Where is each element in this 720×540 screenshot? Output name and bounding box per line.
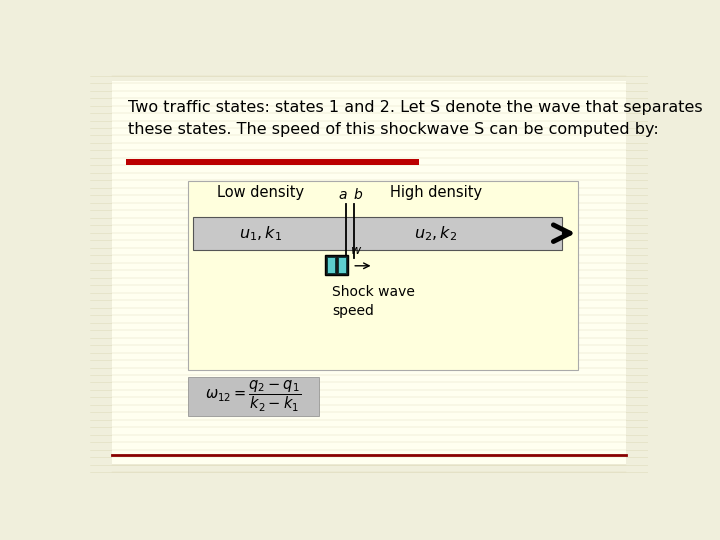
Text: $\omega_{12} = \dfrac{q_2 - q_1}{k_2 - k_1}$: $\omega_{12} = \dfrac{q_2 - q_1}{k_2 - k… — [205, 379, 301, 414]
Bar — [126, 159, 419, 165]
Bar — [193, 217, 562, 250]
Text: Low density: Low density — [217, 185, 304, 200]
Text: Two traffic states: states 1 and 2. Let S denote the wave that separates
these s: Two traffic states: states 1 and 2. Let … — [128, 100, 703, 137]
Text: $u_1, k_1$: $u_1, k_1$ — [238, 224, 282, 242]
Text: Shock wave
speed: Shock wave speed — [332, 285, 415, 318]
Text: High density: High density — [390, 185, 482, 200]
Bar — [188, 377, 319, 416]
Bar — [338, 257, 346, 273]
Text: b: b — [354, 188, 362, 202]
Text: $u_2, k_2$: $u_2, k_2$ — [415, 224, 457, 242]
Bar — [188, 181, 578, 370]
Bar — [327, 257, 335, 273]
Text: a: a — [338, 188, 346, 202]
Text: w: w — [351, 244, 361, 256]
Bar — [325, 255, 348, 275]
